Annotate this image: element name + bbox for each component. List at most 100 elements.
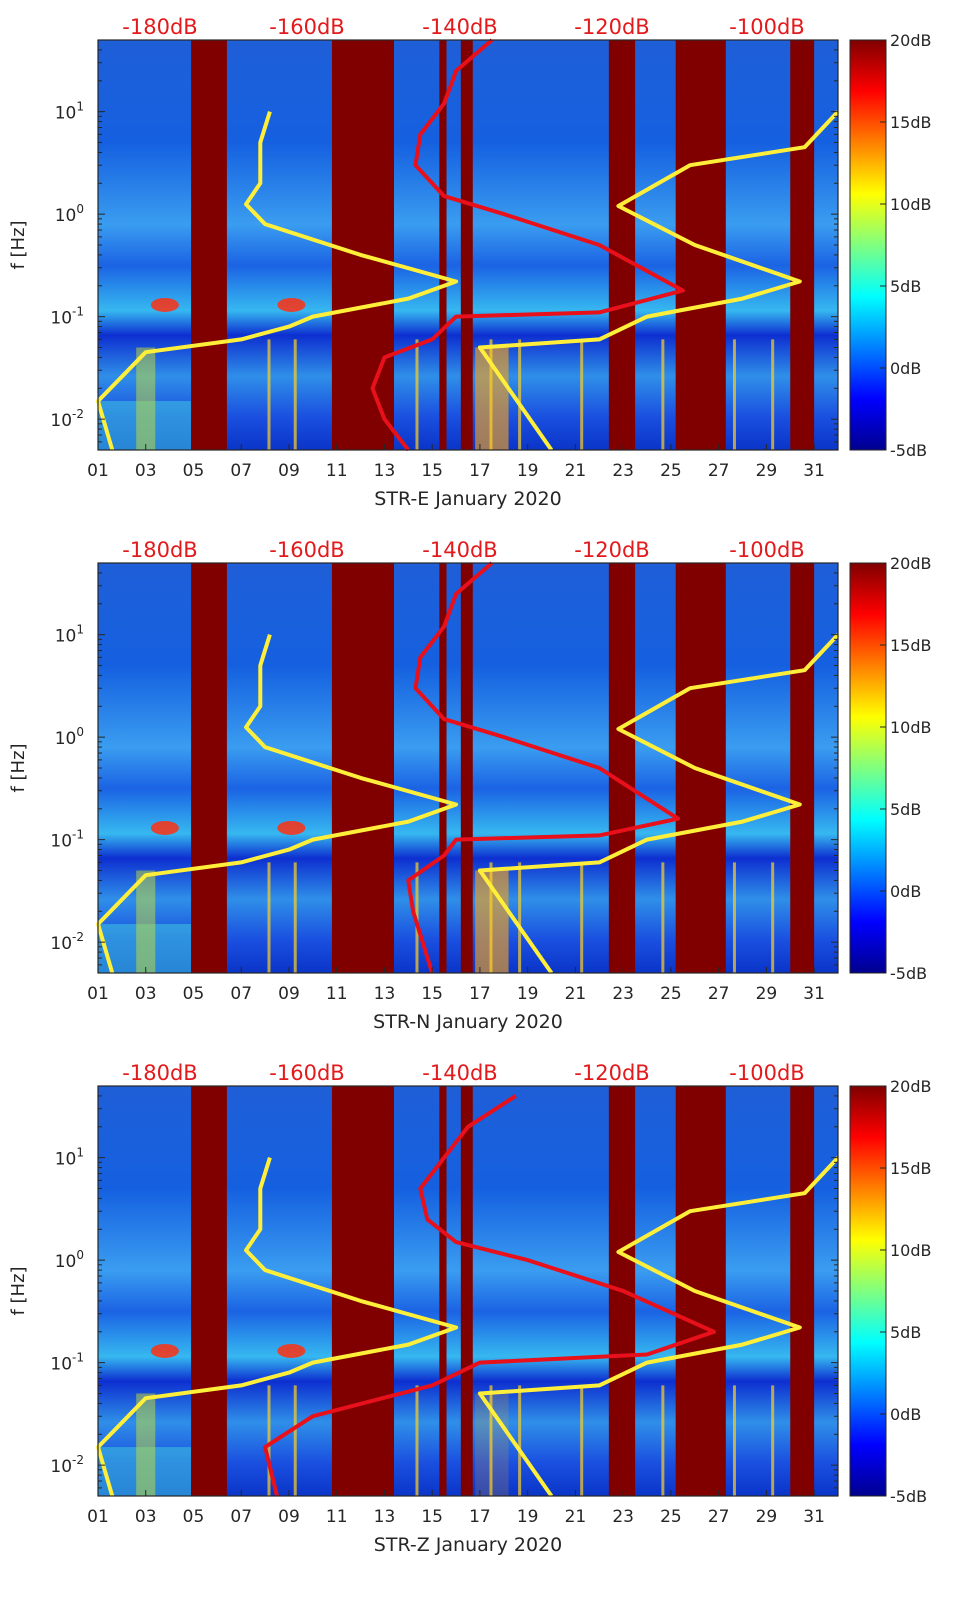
microseism-peak [150,1343,179,1358]
data-gap [439,563,447,973]
x-tick-label: 31 [803,461,825,481]
x-tick-label: 19 [517,461,539,481]
transient-line [415,339,419,450]
microseism-peak [277,1343,306,1358]
y-tick-label: 100 [55,1248,84,1272]
db-scale-label: -120dB [574,538,649,562]
colorbar-tick-label: 0dB [890,882,921,901]
x-tick-label: 31 [803,984,825,1004]
colorbar-tick-label: 5dB [890,277,921,296]
yellow-noise-curve [96,1157,459,1497]
transient-line [489,339,493,450]
x-tick-label: 13 [374,461,396,481]
x-tick-label: 19 [517,984,539,1004]
low-freq-band [136,870,156,973]
y-tick-label: 101 [55,623,84,647]
transient-line [518,1385,522,1496]
red-noise-curve [370,38,685,452]
colorbar-tick-label: 15dB [890,636,932,655]
red-noise-curve [406,561,681,974]
y-axis-label: f [Hz] [8,743,29,792]
transient-line [267,339,271,450]
colorbar-tick-label: 15dB [890,1159,932,1178]
x-axis-label: STR-N January 2020 [373,1011,563,1033]
colorbar-tick-label: -5dB [890,1487,927,1506]
data-gap [331,563,394,973]
data-gap [790,563,815,973]
x-axis-label: STR-E January 2020 [374,488,561,510]
db-scale-label: -160dB [269,538,344,562]
transient-line [293,862,297,973]
data-gap [460,1086,473,1496]
low-freq-band [136,1393,156,1496]
yellow-noise-curve-2 [477,110,840,452]
y-tick-label: 101 [55,1146,84,1170]
y-tick-label: 10-1 [50,305,84,329]
panel-str-z: 01 03 05 07 09 11 13 15 17 19 21 23 25 27 29 31 101 100 10… [8,1061,932,1556]
db-scale-label: -160dB [269,15,344,39]
x-tick-label: 17 [469,461,491,481]
yellow-noise-curve [96,634,459,974]
x-tick-label: 19 [517,1507,539,1527]
y-tick-label: 100 [55,202,84,226]
db-scale-label: -140dB [422,538,497,562]
x-tick-label: 21 [565,1507,587,1527]
x-tick-label: 15 [421,1507,443,1527]
transient-line [580,1385,584,1496]
x-tick-label: 27 [708,1507,730,1527]
x-tick-label: 05 [183,984,205,1004]
data-gap [439,40,447,450]
colorbar-tick-label: 15dB [890,113,932,132]
transient-line [771,862,775,973]
x-tick-label: 27 [708,984,730,1004]
colorbar-tick-label: 20dB [890,554,932,573]
colorbar-tick-label: 5dB [890,800,921,819]
data-gap [191,40,227,450]
colorbar-tick-label: 5dB [890,1323,921,1342]
db-scale-label: -180dB [122,1061,197,1085]
x-tick-label: 05 [183,461,205,481]
transient-line [293,339,297,450]
colorbar-tick-label: 10dB [890,718,932,737]
colorbar [849,39,887,451]
panel-str-n: 01 03 05 07 09 11 13 15 17 19 21 23 25 27 29 31 101 100 10… [8,538,932,1033]
y-axis-label: f [Hz] [8,220,29,269]
transient-line [267,862,271,973]
transient-line [518,862,522,973]
data-gap [331,40,394,450]
y-tick-label: 101 [55,100,84,124]
x-tick-label: 29 [756,1507,778,1527]
x-tick-label: 15 [421,461,443,481]
transient-line [489,862,493,973]
colorbar-tick-label: 10dB [890,195,932,214]
x-tick-label: 23 [612,461,634,481]
x-tick-label: 09 [278,1507,300,1527]
db-scale-label: -100dB [729,538,804,562]
x-tick-label: 07 [230,461,252,481]
transient-line [293,1385,297,1496]
x-tick-label: 13 [374,984,396,1004]
x-tick-label: 25 [660,984,682,1004]
transient-line [580,339,584,450]
transient-line [732,1385,736,1496]
transient-line [518,339,522,450]
x-tick-label: 25 [660,1507,682,1527]
x-tick-label: 21 [565,984,587,1004]
yellow-noise-curve-2 [477,1156,840,1498]
microseism-peak [150,297,179,312]
x-tick-label: 31 [803,1507,825,1527]
yellow-noise-curve-2 [477,633,840,975]
x-tick-label: 07 [230,1507,252,1527]
x-tick-label: 09 [278,461,300,481]
x-tick-label: 03 [135,461,157,481]
db-scale-label: -140dB [422,15,497,39]
data-gap [608,563,636,973]
data-gap [191,563,227,973]
y-tick-label: 10-2 [50,930,84,954]
x-tick-label: 09 [278,984,300,1004]
y-tick-label: 10-1 [50,828,84,852]
db-scale-label: -140dB [422,1061,497,1085]
data-gap [191,1086,227,1496]
y-tick-label: 10-2 [50,1453,84,1477]
transient-line [580,862,584,973]
